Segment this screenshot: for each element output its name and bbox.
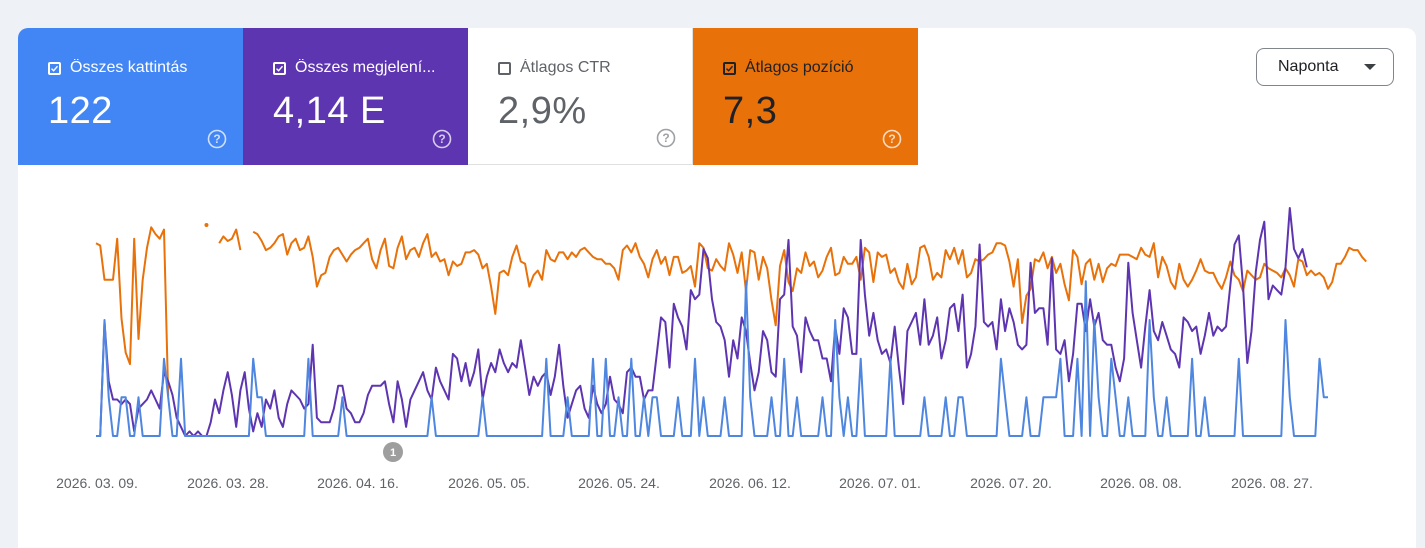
x-tick-label: 2026. 08. 08.	[1100, 475, 1182, 491]
dropdown-selected-value: Naponta	[1278, 58, 1339, 75]
performance-chart: 1 2026. 03. 09. 2026. 03. 28. 2026. 04. 16…	[56, 207, 1367, 491]
checkbox-checked-icon[interactable]	[273, 61, 286, 75]
annotation-marker[interactable]: 1	[383, 442, 403, 462]
metric-average-position[interactable]: Átlagos pozíció 7,3 ?	[693, 28, 918, 165]
help-circle-icon[interactable]: ?	[432, 129, 452, 149]
annotation-label: 1	[390, 447, 396, 459]
x-tick-label: 2026. 04. 16.	[317, 475, 399, 491]
svg-text:?: ?	[213, 132, 220, 146]
checkbox-checked-icon[interactable]	[48, 61, 61, 75]
series-line-átlagos-pozíció	[218, 228, 242, 251]
series-line-átlagos-pozíció	[95, 226, 170, 397]
metric-value: 4,14 E	[273, 90, 386, 132]
x-tick-label: 2026. 07. 01.	[839, 475, 921, 491]
svg-text:?: ?	[888, 132, 895, 146]
series-line-átlagos-pozíció	[252, 230, 1367, 327]
metric-tabs: Összes kattintás 122 ? Összes megjelení.…	[18, 28, 918, 165]
x-tick-label: 2026. 03. 28.	[187, 475, 269, 491]
series-line-összes-kattintás	[96, 280, 1328, 437]
series-point	[204, 223, 209, 227]
metric-total-clicks[interactable]: Összes kattintás 122 ?	[18, 28, 243, 165]
metric-total-impressions[interactable]: Összes megjelení... 4,14 E ?	[243, 28, 468, 165]
help-circle-icon[interactable]: ?	[207, 129, 227, 149]
metric-value: 122	[48, 90, 113, 132]
svg-text:?: ?	[662, 131, 669, 145]
checkbox-checked-icon[interactable]	[723, 61, 736, 75]
x-tick-label: 2026. 03. 09.	[56, 475, 138, 491]
x-tick-label: 2026. 05. 05.	[448, 475, 530, 491]
help-circle-icon[interactable]: ?	[882, 129, 902, 149]
x-tick-label: 2026. 08. 27.	[1231, 475, 1313, 491]
metric-value: 7,3	[723, 90, 778, 132]
help-circle-icon[interactable]: ?	[656, 128, 676, 148]
checkbox-unchecked-icon[interactable]	[498, 61, 511, 75]
series-line-összes-megjelenítés	[96, 207, 1308, 437]
x-tick-label: 2026. 06. 12.	[709, 475, 791, 491]
svg-text:?: ?	[438, 132, 445, 146]
metric-value: 2,9%	[498, 90, 587, 132]
granularity-dropdown[interactable]: Naponta	[1256, 48, 1394, 86]
x-tick-label: 2026. 07. 20.	[970, 475, 1052, 491]
caret-down-icon	[1364, 64, 1376, 70]
performance-card: Összes kattintás 122 ? Összes megjelení.…	[18, 28, 1416, 548]
metric-average-ctr[interactable]: Átlagos CTR 2,9% ?	[468, 28, 693, 165]
x-tick-label: 2026. 05. 24.	[578, 475, 660, 491]
